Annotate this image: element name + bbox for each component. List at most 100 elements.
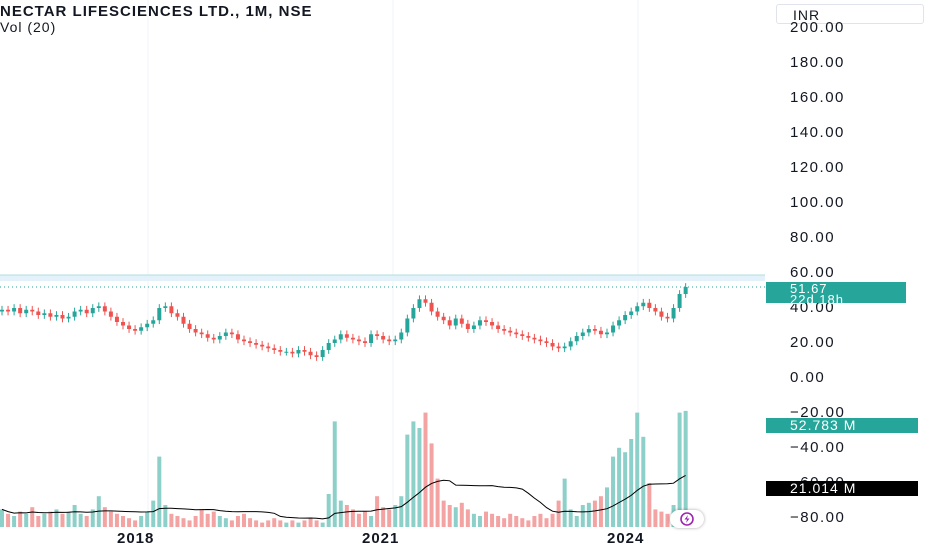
- candle-body: [175, 313, 180, 317]
- candle-body: [314, 355, 319, 357]
- currency-selector[interactable]: INR: [776, 4, 924, 24]
- volume-bar: [465, 509, 470, 527]
- candle-body: [90, 308, 95, 314]
- chart-title: NECTAR LIFESCIENCES LTD., 1M, NSE: [0, 3, 313, 20]
- candle-body: [290, 351, 295, 354]
- volume-bar: [205, 513, 210, 527]
- volume-bar: [48, 511, 53, 527]
- candle-body: [254, 343, 259, 345]
- volume-bar: [266, 520, 271, 527]
- volume-indicator-label[interactable]: Vol (20): [0, 19, 57, 35]
- volume-bar: [284, 522, 289, 527]
- candle-body: [272, 348, 277, 350]
- volume-bar: [653, 509, 658, 527]
- volume-bar: [641, 436, 646, 527]
- volume-bar: [659, 511, 664, 527]
- candle-body: [598, 330, 603, 335]
- candle-body: [556, 346, 561, 349]
- volume-bar: [471, 513, 476, 527]
- volume-bar: [314, 520, 319, 527]
- candle-body: [326, 343, 331, 350]
- volume-bar: [133, 520, 138, 527]
- candle-body: [490, 322, 495, 326]
- volume-bar: [157, 456, 162, 527]
- volume-bar: [199, 509, 204, 527]
- volume-bar: [72, 505, 77, 527]
- volume-bar: [338, 500, 343, 527]
- bar-countdown: 22d 18h: [790, 292, 844, 307]
- volume-bar: [0, 509, 4, 527]
- volume-bar: [217, 516, 222, 527]
- volume-bar: [302, 520, 307, 527]
- candle-body: [459, 318, 464, 324]
- volume-bar: [369, 516, 374, 527]
- candle-body: [580, 332, 585, 336]
- volume-bar: [623, 452, 628, 527]
- volume-bar: [260, 522, 265, 527]
- volume-bar: [108, 511, 113, 527]
- candle-body: [369, 334, 374, 343]
- volume-bar: [308, 518, 313, 527]
- candle-body: [260, 344, 265, 347]
- y-tick: 60.00: [790, 264, 836, 281]
- price-chart[interactable]: [0, 0, 765, 530]
- candle-body: [24, 309, 29, 314]
- candle-body: [641, 302, 646, 307]
- candle-body: [278, 350, 283, 352]
- volume-bar: [90, 509, 95, 527]
- volume-bar: [520, 518, 525, 527]
- volume-bar: [248, 518, 253, 527]
- candle-body: [514, 332, 519, 335]
- candle-body: [429, 302, 434, 312]
- volume-bar: [635, 412, 640, 527]
- x-tick: 2024: [607, 530, 645, 547]
- volume-bar: [574, 516, 579, 527]
- volume-bar: [526, 520, 531, 527]
- volume-bar: [556, 500, 561, 527]
- volume-bar: [175, 516, 180, 527]
- candle-body: [550, 343, 555, 347]
- volume-bar: [562, 478, 567, 527]
- volume-bar: [411, 421, 416, 527]
- volume-bar: [586, 502, 591, 527]
- volume-bar: [453, 507, 458, 527]
- candle-body: [611, 325, 616, 333]
- volume-bar: [326, 494, 331, 527]
- volume-bar: [114, 513, 119, 527]
- volume-bar: [611, 456, 616, 527]
- candle-body: [526, 336, 531, 338]
- candle-body: [18, 308, 23, 314]
- volume-bar: [102, 507, 107, 527]
- candle-body: [586, 329, 591, 333]
- candle-body: [562, 346, 567, 349]
- volume-bar: [417, 428, 422, 527]
- volume-bar: [254, 520, 259, 527]
- candle-body: [477, 320, 482, 326]
- volume-bar: [665, 513, 670, 527]
- candle-body: [157, 308, 162, 321]
- candle-body: [36, 311, 41, 315]
- candle-body: [574, 336, 579, 342]
- volume-bar: [235, 516, 240, 527]
- last-price-value: 51.67: [790, 281, 828, 296]
- volume-bar: [441, 500, 446, 527]
- candle-body: [393, 339, 398, 342]
- candle-body: [623, 315, 628, 321]
- candle-body: [399, 332, 404, 340]
- y-tick: 200.00: [790, 19, 845, 36]
- flash-icon[interactable]: [670, 510, 704, 528]
- volume-bar: [429, 443, 434, 527]
- y-tick: 0.00: [790, 369, 826, 386]
- volume-bar: [84, 516, 89, 527]
- volume-bar: [145, 511, 150, 527]
- chart-area[interactable]: [0, 0, 765, 530]
- candle-body: [592, 329, 597, 331]
- volume-bar: [242, 513, 246, 527]
- candle-body: [544, 341, 549, 343]
- volume-bar: [356, 513, 361, 527]
- candle-body: [266, 346, 271, 349]
- volume-bar: [320, 522, 325, 527]
- candle-body: [42, 313, 47, 315]
- volume-bar: [211, 511, 216, 527]
- volume-bar: [490, 513, 495, 527]
